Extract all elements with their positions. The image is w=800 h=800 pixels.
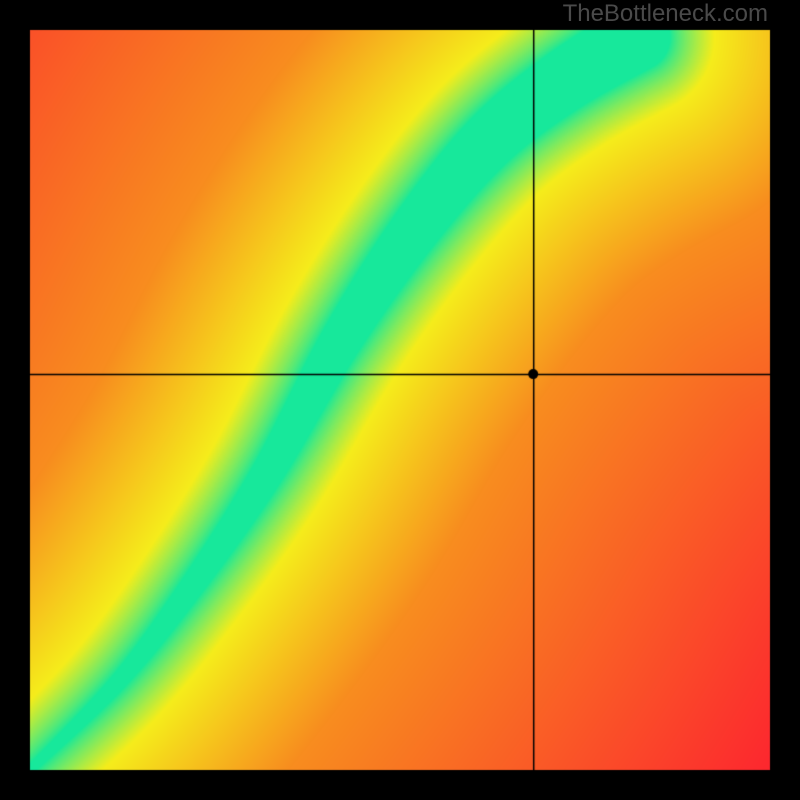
bottleneck-heatmap-canvas [0,0,800,800]
chart-container: TheBottleneck.com [0,0,800,800]
watermark-text: TheBottleneck.com [563,0,768,28]
